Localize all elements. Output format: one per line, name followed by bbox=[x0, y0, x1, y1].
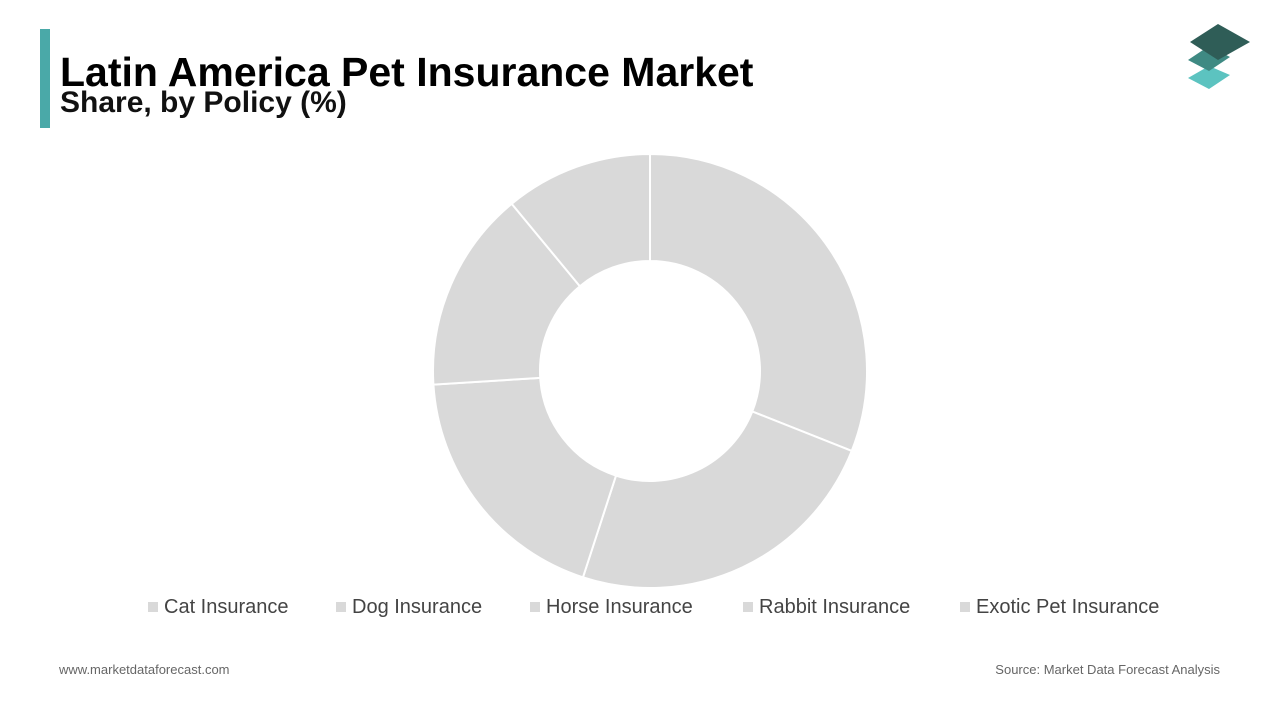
legend-swatch bbox=[960, 602, 970, 612]
donut-slice-horse-insurance bbox=[432, 376, 618, 579]
legend-swatch bbox=[743, 602, 753, 612]
donut-slice-dog-insurance bbox=[581, 410, 854, 589]
legend-label: Cat Insurance bbox=[164, 595, 289, 618]
logo-layer-bottom bbox=[1188, 66, 1230, 89]
legend-swatch bbox=[530, 602, 540, 612]
legend-label: Horse Insurance bbox=[546, 595, 693, 618]
logo-layer-top bbox=[1190, 24, 1250, 60]
stacked-layers-icon bbox=[1188, 24, 1250, 89]
legend-item-horse-insurance: Horse Insurance bbox=[530, 594, 693, 620]
website-footer: www.marketdataforecast.com bbox=[59, 662, 230, 677]
legend-label: Dog Insurance bbox=[352, 595, 483, 618]
donut-slice-cat-insurance bbox=[649, 152, 868, 453]
source-footer: Source: Market Data Forecast Analysis bbox=[995, 662, 1220, 677]
legend-label: Rabbit Insurance bbox=[759, 595, 911, 618]
legend-item-cat-insurance: Cat Insurance bbox=[148, 594, 289, 620]
legend-item-rabbit-insurance: Rabbit Insurance bbox=[743, 594, 910, 620]
chart-legend: Cat Insurance Dog Insurance Horse Insuranc… bbox=[0, 594, 1280, 622]
page-title: Latin America Pet Insurance Market bbox=[60, 49, 754, 95]
title-accent-bar bbox=[40, 29, 50, 128]
legend-swatch bbox=[336, 602, 346, 612]
legend-item-exotic-pet-insurance: Exotic Pet Insurance bbox=[960, 594, 1159, 620]
legend-swatch bbox=[148, 602, 158, 612]
legend-label: Exotic Pet Insurance bbox=[976, 595, 1160, 618]
page-subtitle: Share, by Policy (%) bbox=[60, 86, 347, 119]
legend-item-dog-insurance: Dog Insurance bbox=[336, 594, 482, 620]
donut-slice-exotic-pet-insurance bbox=[510, 152, 651, 288]
donut-slice-rabbit-insurance bbox=[432, 202, 582, 386]
